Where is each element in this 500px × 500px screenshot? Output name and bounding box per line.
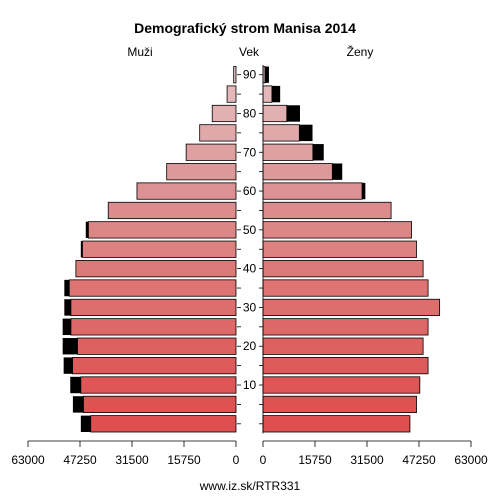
men-bar — [82, 240, 237, 258]
women-bar — [262, 298, 441, 317]
women-bars — [262, 66, 441, 433]
men-excess-bar — [64, 279, 70, 297]
footer-url: www.iz.sk/RTR331 — [199, 479, 301, 493]
men-excess-bar — [72, 396, 84, 413]
women-bar — [262, 104, 288, 123]
men-bar — [68, 279, 237, 297]
x-tick-label: 63000 — [11, 453, 45, 467]
women-bar — [262, 221, 412, 239]
women-excess-bar — [332, 163, 343, 180]
x-tick-label: 15750 — [298, 453, 332, 467]
age-tick-label: 70 — [243, 145, 257, 159]
women-excess-bar — [362, 182, 366, 200]
x-tick-label: 0 — [233, 453, 240, 467]
x-tick-label: 47250 — [63, 453, 97, 467]
age-tick-label: 80 — [243, 106, 257, 120]
women-bar — [262, 376, 421, 394]
left-side-label: Muži — [127, 45, 152, 59]
women-bar — [262, 279, 429, 297]
men-bar — [90, 415, 237, 433]
women-bar — [262, 124, 300, 142]
women-bar — [262, 182, 363, 200]
men-excess-bar — [64, 299, 71, 316]
men-excess-bar — [80, 241, 83, 258]
men-excess-bar — [63, 357, 73, 374]
women-bar — [262, 395, 417, 414]
women-excess-bar — [299, 124, 313, 142]
center-axis-label: Vek — [239, 45, 260, 59]
x-tick-label: 15750 — [167, 453, 201, 467]
men-bar — [226, 85, 237, 103]
men-bar — [199, 124, 237, 142]
x-tick-label: 47250 — [402, 453, 436, 467]
men-bar — [72, 357, 237, 375]
men-bar — [80, 376, 237, 394]
age-tick-label: 10 — [243, 378, 257, 392]
men-excess-bar — [70, 376, 81, 394]
men-bar — [88, 221, 237, 239]
women-excess-bar — [271, 85, 281, 103]
men-bar — [211, 104, 237, 123]
men-bar — [136, 182, 237, 200]
x-tick-label: 31500 — [115, 453, 149, 467]
women-bar — [262, 240, 417, 258]
men-bar — [233, 66, 237, 84]
age-tick-label: 90 — [243, 68, 257, 82]
women-bar — [262, 318, 429, 336]
age-tick-label: 20 — [243, 339, 257, 353]
chart-title: Demografický strom Manisa 2014 — [134, 20, 356, 36]
men-bars — [62, 66, 237, 433]
men-bar — [83, 395, 237, 414]
age-tick-label: 40 — [243, 262, 257, 276]
women-bar — [262, 85, 273, 103]
axes: 10 20 30 40 50 60 70 80 90 63000 47250 31500 15750 0 1… — [11, 65, 488, 467]
women-bar — [262, 201, 392, 220]
x-tick-label: 63000 — [454, 453, 488, 467]
men-excess-bar — [62, 318, 71, 336]
men-bar — [75, 260, 237, 278]
women-bar — [262, 260, 424, 278]
x-tick-label: 31500 — [350, 453, 384, 467]
men-excess-bar — [85, 221, 89, 239]
right-side-label: Ženy — [347, 44, 374, 59]
women-excess-bar — [312, 144, 324, 161]
men-bar — [107, 201, 237, 220]
men-excess-bar — [62, 338, 78, 355]
women-excess-bar — [264, 66, 269, 83]
age-tick-label: 60 — [243, 184, 257, 198]
men-excess-bar — [80, 415, 91, 433]
women-bar — [262, 415, 411, 433]
women-bar — [262, 163, 333, 181]
men-bar — [166, 163, 237, 181]
age-tick-label: 30 — [243, 300, 257, 314]
men-bar — [185, 143, 237, 161]
men-bar — [77, 337, 237, 355]
women-bar — [262, 357, 429, 375]
women-bar — [262, 337, 424, 355]
men-bar — [70, 298, 237, 317]
x-tick-label: 0 — [260, 453, 267, 467]
men-bar — [70, 318, 237, 336]
age-tick-label: 50 — [243, 223, 257, 237]
women-bar — [262, 143, 314, 161]
women-excess-bar — [286, 105, 300, 122]
